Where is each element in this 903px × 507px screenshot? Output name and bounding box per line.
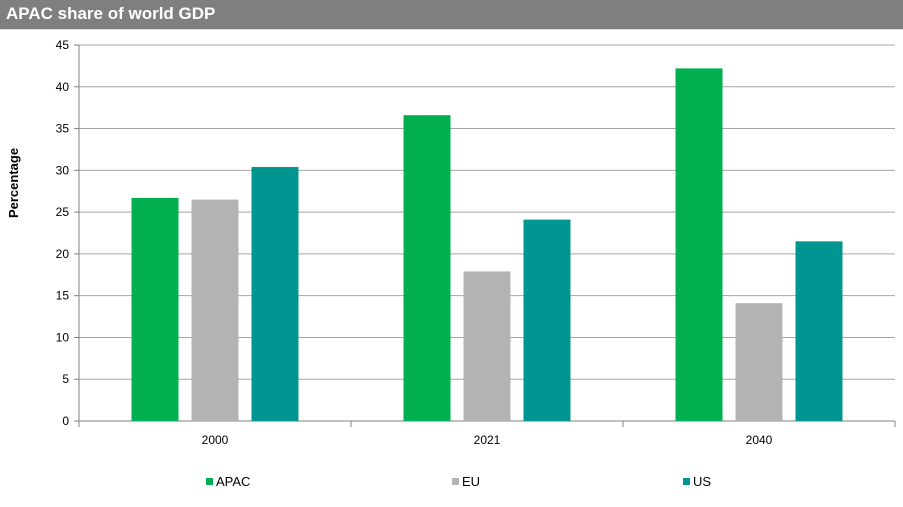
y-tick-label: 15 bbox=[56, 289, 70, 303]
bar-us-2021 bbox=[523, 219, 571, 421]
legend-swatch-us bbox=[683, 478, 690, 485]
legend-label-eu: EU bbox=[462, 474, 480, 489]
bar-eu-2040 bbox=[735, 303, 783, 421]
legend-swatch-apac bbox=[206, 478, 213, 485]
legend-label-us: US bbox=[693, 474, 711, 489]
y-tick-label: 5 bbox=[62, 372, 69, 386]
y-tick-label: 25 bbox=[56, 205, 70, 219]
bar-us-2040 bbox=[795, 241, 843, 421]
y-tick-label: 10 bbox=[56, 330, 70, 344]
y-tick-label: 0 bbox=[62, 414, 69, 428]
bar-apac-2000 bbox=[131, 197, 179, 421]
y-tick-label: 35 bbox=[56, 122, 70, 136]
y-axis: 0 5 10 15 20 25 30 35 40 45 bbox=[56, 38, 80, 428]
legend-label-apac: APAC bbox=[216, 474, 250, 489]
bar-apac-2040 bbox=[675, 68, 723, 421]
legend-swatch-eu bbox=[452, 478, 459, 485]
bar-eu-2021 bbox=[463, 271, 511, 421]
legend: APAC EU US bbox=[206, 474, 711, 489]
x-axis: 2000 2021 2040 bbox=[78, 420, 896, 447]
x-tick-label: 2000 bbox=[202, 433, 229, 447]
chart-area: 0 5 10 15 20 25 30 35 40 45 2000 2021 2040 Percenta… bbox=[0, 30, 903, 502]
chart-title-bar: APAC share of world GDP bbox=[0, 0, 903, 30]
x-tick-label: 2040 bbox=[746, 433, 773, 447]
y-tick-label: 40 bbox=[56, 80, 70, 94]
y-axis-label: Percentage bbox=[6, 148, 21, 218]
chart-title: APAC share of world GDP bbox=[6, 4, 216, 23]
y-tick-label: 30 bbox=[56, 163, 70, 177]
bars bbox=[131, 68, 843, 421]
bar-eu-2000 bbox=[191, 199, 239, 421]
bar-us-2000 bbox=[251, 166, 299, 421]
y-tick-label: 20 bbox=[56, 247, 70, 261]
x-tick-label: 2021 bbox=[474, 433, 501, 447]
bar-chart: 0 5 10 15 20 25 30 35 40 45 2000 2021 2040 Percenta… bbox=[6, 38, 896, 489]
bar-apac-2021 bbox=[403, 115, 451, 421]
y-tick-label: 45 bbox=[56, 38, 70, 52]
